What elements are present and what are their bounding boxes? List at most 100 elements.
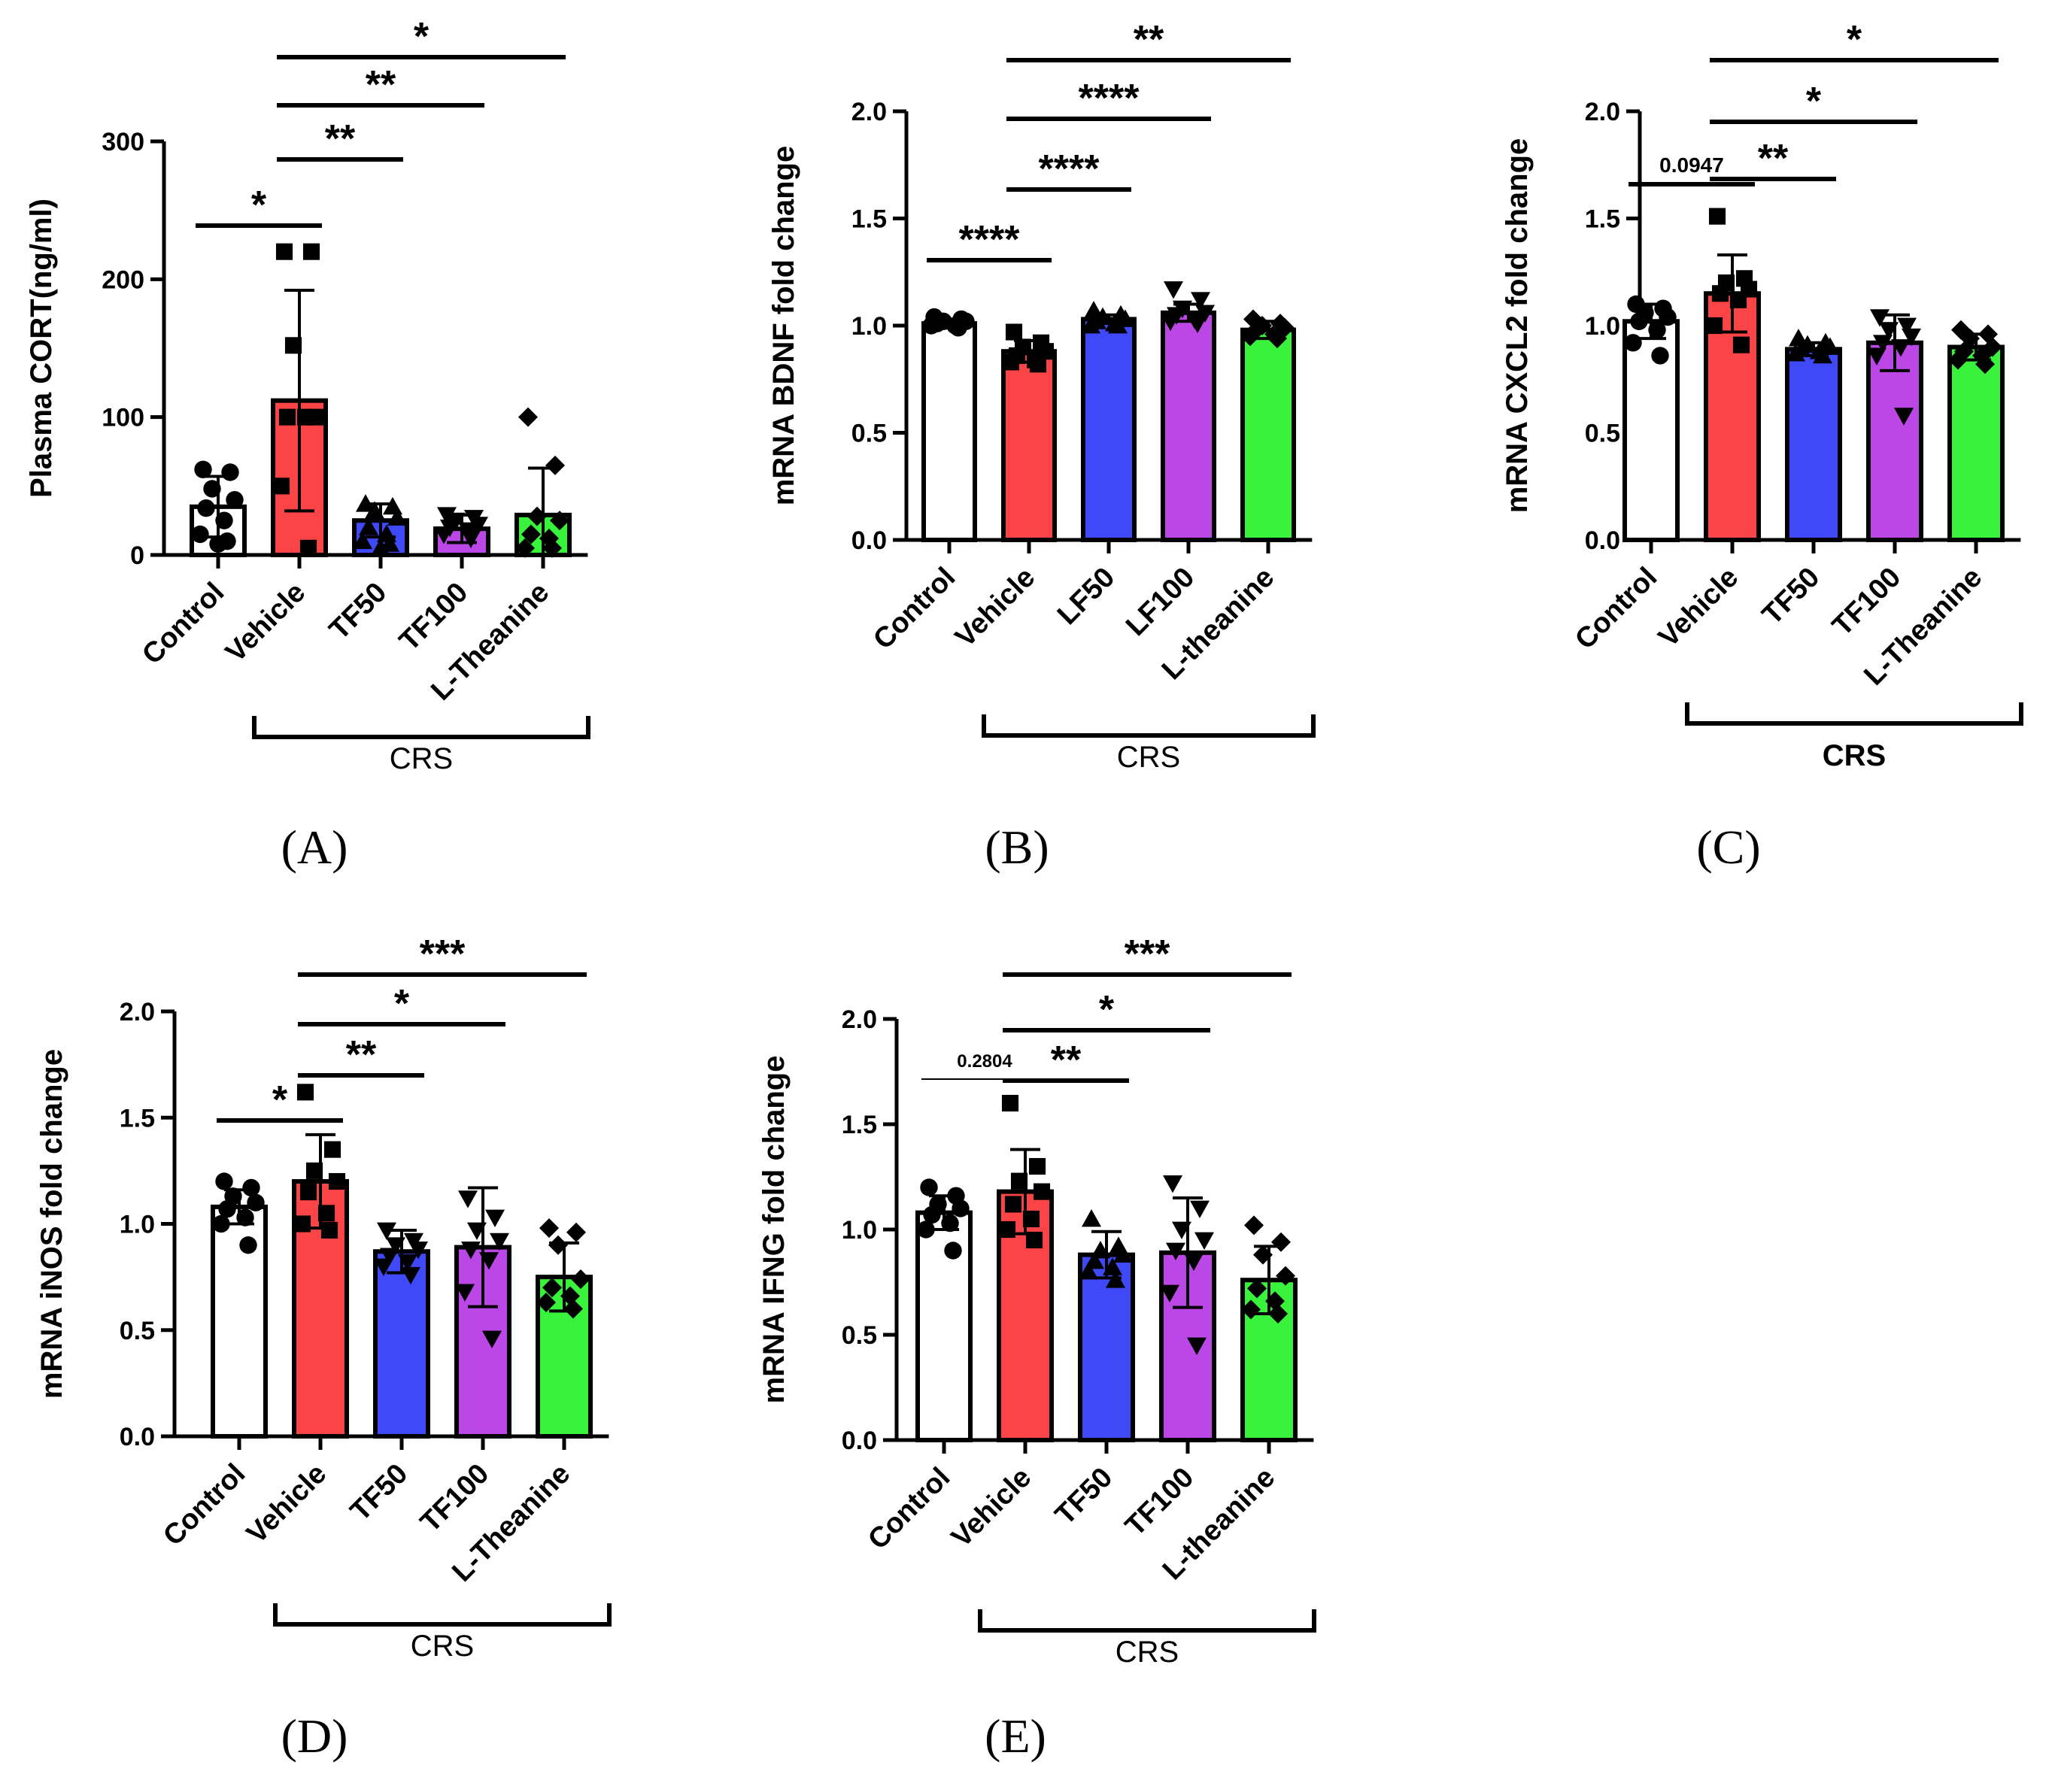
- data-point: [1891, 339, 1911, 357]
- y-tick-label: 1.5: [842, 1111, 877, 1139]
- group-label: CRS: [1117, 741, 1180, 774]
- data-point: [539, 1218, 559, 1239]
- group-label: CRS: [1823, 739, 1886, 772]
- data-point: [1082, 1209, 1101, 1227]
- data-point: [518, 407, 538, 427]
- bar-tf100: [1866, 340, 1923, 542]
- data-point: [485, 1209, 505, 1228]
- y-tick-label: 2.0: [851, 98, 887, 126]
- significance-label: ***: [1125, 932, 1170, 976]
- data-point: [1010, 1172, 1028, 1190]
- data-point: [1276, 1266, 1295, 1286]
- bar-control: [915, 1210, 973, 1442]
- panel-label: (B): [985, 820, 1049, 874]
- data-point: [197, 499, 215, 517]
- y-tick-label: 200: [102, 265, 144, 294]
- data-point: [952, 1199, 970, 1217]
- significance-label: *: [1806, 80, 1822, 123]
- panel-b: 0.0 0.5 1.0 1.5 2.0 mRNA BDNF fold change Cont…: [767, 18, 1316, 874]
- data-point: [296, 1084, 314, 1101]
- y-tick-label: 1.5: [851, 205, 887, 234]
- x-tick-label: TF50: [1756, 562, 1826, 631]
- data-point: [380, 1248, 399, 1266]
- data-point: [1879, 322, 1899, 340]
- x-tick-label: Vehicle: [949, 562, 1041, 653]
- y-tick-label: 1.5: [120, 1104, 155, 1133]
- bar-tf50: [1785, 347, 1842, 542]
- x-tick-label: Control: [136, 577, 230, 671]
- significance-label: **: [1758, 137, 1789, 180]
- data-point: [1786, 344, 1805, 362]
- data-point: [215, 511, 233, 529]
- data-point: [209, 535, 227, 553]
- data-point: [542, 538, 562, 558]
- significance-label: *: [272, 1078, 288, 1122]
- bar-vehicle: [1001, 349, 1057, 543]
- significance-label: **: [1134, 18, 1164, 62]
- y-tick-label: 2.0: [120, 998, 155, 1026]
- significance-label: *: [251, 183, 267, 227]
- data-point: [353, 531, 372, 550]
- data-point: [296, 408, 314, 426]
- significance-label: **: [346, 1033, 377, 1077]
- data-point: [1113, 1245, 1133, 1263]
- data-point: [1194, 1232, 1214, 1250]
- significance-label: **: [366, 63, 396, 107]
- data-point: [299, 539, 317, 556]
- panel-d: 0.0 0.5 1.0 1.5 2.0 mRNA iNOS fold change Cont…: [35, 932, 612, 1763]
- data-point: [401, 1266, 420, 1285]
- group-bracket: [982, 714, 1316, 738]
- panel-e: 0.0 0.5 1.0 1.5 2.0 mRNA IFNG fold change Cont…: [757, 932, 1316, 1763]
- data-point: [1902, 328, 1921, 347]
- y-tick-label: 1.0: [120, 1211, 155, 1239]
- data-point: [1813, 345, 1832, 364]
- data-point: [1267, 329, 1287, 349]
- data-point: [408, 1242, 428, 1260]
- x-tick-label: TF100: [1119, 1462, 1200, 1542]
- data-point: [1268, 1304, 1288, 1324]
- y-tick-label: 0.5: [842, 1321, 877, 1350]
- data-point: [461, 1242, 481, 1260]
- y-tick-label: 1.0: [842, 1216, 877, 1245]
- data-point: [1271, 1232, 1291, 1252]
- data-point: [194, 460, 212, 479]
- significance-label: *: [1099, 988, 1115, 1032]
- data-point: [1163, 1175, 1182, 1193]
- data-point: [1187, 1337, 1207, 1355]
- y-axis-title: Plasma CORT(ng/ml): [25, 199, 58, 498]
- data-point: [550, 511, 569, 531]
- data-point: [998, 1220, 1016, 1239]
- data-point: [490, 1233, 509, 1251]
- data-point: [434, 526, 454, 544]
- data-point: [1188, 315, 1207, 334]
- y-tick-label: 0.0: [120, 1423, 155, 1451]
- data-point: [386, 1237, 405, 1255]
- group-bracket: [1685, 702, 2023, 726]
- data-point: [1651, 347, 1669, 365]
- data-point: [1240, 326, 1260, 347]
- data-point: [284, 337, 302, 354]
- data-point: [1190, 1200, 1210, 1218]
- y-tick-label: 1.0: [1585, 312, 1620, 341]
- x-tick-label: TF100: [414, 1458, 495, 1539]
- data-point: [1705, 317, 1723, 335]
- data-point: [563, 1299, 583, 1319]
- data-point: [377, 1222, 396, 1240]
- panel-label: (E): [985, 1709, 1046, 1763]
- data-point: [1191, 292, 1210, 310]
- x-tick-label: Vehicle: [946, 1462, 1037, 1554]
- y-axis-title: mRNA iNOS fold change: [35, 1049, 68, 1399]
- data-point: [566, 1222, 586, 1242]
- data-point: [515, 538, 535, 558]
- x-tick-label: TF100: [1826, 562, 1907, 642]
- significance-label: ***: [420, 932, 466, 976]
- group-label: CRS: [390, 742, 453, 775]
- data-point: [328, 1172, 346, 1190]
- data-point: [1081, 316, 1100, 334]
- y-tick-label: 0.5: [851, 420, 887, 448]
- y-tick-label: 0.0: [851, 526, 887, 555]
- data-point: [374, 1258, 393, 1276]
- data-point: [320, 1221, 338, 1239]
- data-point: [203, 480, 221, 498]
